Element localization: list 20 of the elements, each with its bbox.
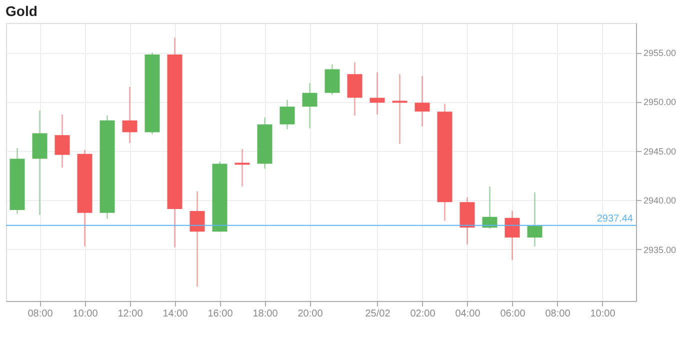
x-tick-label: 18:00 (252, 308, 278, 320)
ref-line-label: 2937.44 (596, 213, 634, 224)
y-tick-label: 2955.00 (644, 48, 676, 58)
x-tick-label: 25/02 (365, 308, 391, 320)
y-tick-label: 2950.00 (644, 97, 676, 108)
y-tick-label: 2935.00 (644, 244, 676, 255)
chart-title: Gold (6, 3, 38, 19)
x-tick-label: 04:00 (455, 308, 481, 320)
y-tick-label: 2940.00 (644, 196, 676, 206)
x-tick-label: 16:00 (208, 308, 234, 320)
x-tick-label: 06:00 (500, 308, 526, 320)
x-tick-label: 10:00 (72, 308, 98, 320)
x-tick-label: 20:00 (298, 308, 324, 320)
x-tick-label: 02:00 (410, 308, 436, 320)
x-tick-label: 08:00 (28, 308, 54, 320)
x-tick-label: 12:00 (118, 308, 144, 320)
x-tick-label: 08:00 (545, 308, 571, 320)
y-tick-label: 2945.00 (644, 146, 676, 156)
x-tick-label: 14:00 (162, 308, 188, 320)
x-tick-label: 10:00 (590, 308, 616, 320)
